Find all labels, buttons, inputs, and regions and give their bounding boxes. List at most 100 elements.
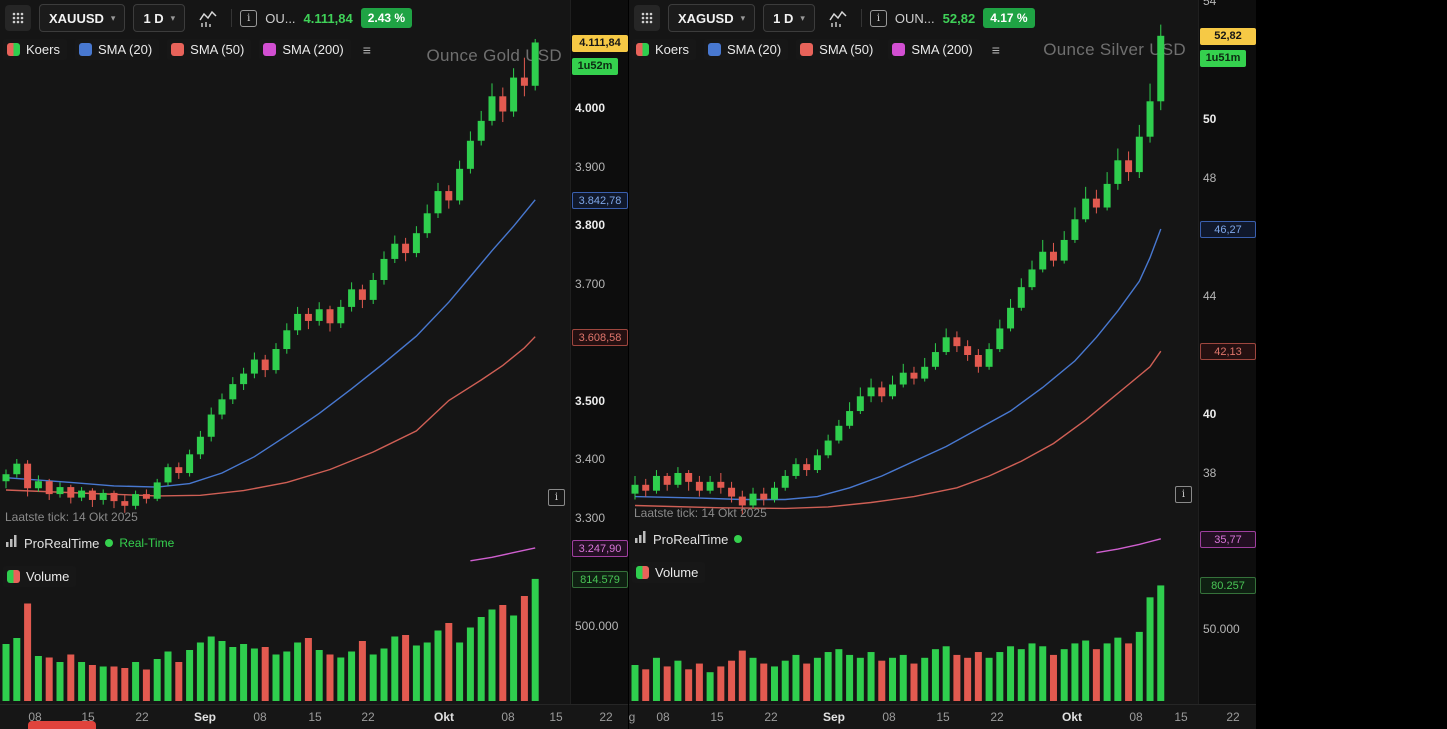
time-tick: 08: [28, 710, 42, 724]
volume-bar: [889, 657, 897, 701]
chart-pane-silver: Ounce Silver USD XAGUSD ▾ 1 D ▾ i OUN...…: [628, 0, 1256, 729]
volume-bar: [88, 665, 96, 701]
volume-bar: [642, 669, 650, 701]
candle-body: [510, 77, 518, 112]
chart-info-icon[interactable]: i: [548, 489, 565, 506]
candle-body: [520, 77, 528, 86]
symbol-select[interactable]: XAUUSD ▾: [39, 4, 126, 32]
candle-body: [1082, 198, 1090, 220]
axis-tick: 3.700: [575, 276, 606, 291]
volume-bar: [477, 617, 485, 701]
volume-bar: [240, 644, 248, 701]
volume-bar: [921, 657, 929, 701]
last-tick-label: Laatste tick: 14 Okt 2025: [5, 510, 138, 524]
volume-bar: [1114, 637, 1122, 701]
volume-bar: [348, 651, 356, 701]
candle-body: [663, 475, 671, 485]
last-tick-label: Laatste tick: 14 Okt 2025: [634, 506, 767, 520]
candle-body: [856, 396, 864, 412]
legend-item-koers[interactable]: Koers: [3, 39, 67, 60]
symbol-label: XAUUSD: [49, 10, 104, 26]
volume-legend[interactable]: Volume: [632, 562, 706, 583]
legend-label: SMA (20): [97, 42, 153, 57]
legend-item-sma50[interactable]: SMA (50): [796, 39, 881, 60]
volume-bar: [510, 615, 518, 701]
apps-grid-icon[interactable]: [634, 5, 660, 31]
chart-info-icon[interactable]: i: [1175, 486, 1192, 503]
time-axis[interactable]: 08 15 22 Sep 08 15 22 Okt 08 15 22: [0, 704, 628, 729]
indicator-list-icon[interactable]: ≡: [362, 41, 371, 58]
volume-bar: [488, 609, 496, 701]
candle-body: [67, 487, 75, 498]
candle-body: [781, 475, 789, 488]
chart-style-icon[interactable]: [193, 5, 223, 31]
time-tick: 08: [882, 710, 896, 724]
legend-item-sma20[interactable]: SMA (20): [703, 39, 789, 60]
volume-bar: [283, 651, 291, 701]
chart-style-icon[interactable]: [823, 5, 853, 31]
candle-body: [164, 467, 172, 483]
price-axis[interactable]: 54 50 48 44 40 38 50.000 52,82 1u51m 46,27 42,13 35…: [1198, 0, 1256, 704]
legend-item-sma20[interactable]: SMA (20): [74, 39, 160, 60]
sma200-line: [1096, 538, 1161, 554]
instrument-name: OUN...: [894, 10, 935, 26]
candle-body: [499, 96, 507, 112]
legend-item-koers[interactable]: Koers: [632, 39, 696, 60]
instrument-info-icon[interactable]: i: [869, 9, 887, 27]
chart-canvas[interactable]: [0, 0, 570, 704]
sma200-line: [470, 547, 536, 562]
volume-bar: [34, 656, 42, 701]
legend-label: Koers: [655, 42, 689, 57]
legend-item-sma200[interactable]: SMA (200): [259, 39, 351, 60]
time-tick: Okt: [1061, 710, 1083, 724]
symbol-select[interactable]: XAGUSD ▾: [668, 4, 756, 32]
price-axis[interactable]: 4.000 3.900 3.800 3.700 3.500 3.400 3.300 500.0…: [570, 0, 628, 704]
volume-bar: [685, 669, 693, 701]
timeframe-label: 1 D: [143, 10, 164, 26]
volume-bar: [985, 657, 993, 701]
legend-label: Koers: [26, 42, 60, 57]
volume-bar: [304, 638, 312, 701]
sma200-series-icon: [263, 43, 277, 56]
sma50-series-icon: [800, 43, 814, 56]
candle-body: [412, 233, 420, 254]
chart-canvas[interactable]: [629, 0, 1198, 704]
indicator-list-icon[interactable]: ≡: [991, 41, 1000, 58]
legend-item-sma200[interactable]: SMA (200): [888, 39, 980, 60]
volume-legend[interactable]: Volume: [3, 566, 77, 587]
timeframe-select[interactable]: 1 D ▾: [133, 4, 186, 32]
candle-body: [738, 496, 746, 506]
candle-body: [931, 352, 939, 367]
candle-body: [1125, 160, 1133, 173]
axis-badge-time: 1u51m: [1200, 50, 1246, 67]
toolbar-separator: [860, 9, 862, 27]
legend-item-sma50[interactable]: SMA (50): [167, 39, 252, 60]
candle-body: [466, 140, 474, 169]
volume-bar: [520, 596, 528, 701]
timeframe-select[interactable]: 1 D ▾: [763, 4, 815, 32]
time-axis[interactable]: g 08 15 22 Sep 08 15 22 Okt 08 15 22: [629, 704, 1256, 729]
instrument-name: OU...: [265, 10, 296, 26]
chart-toolbar: XAUUSD ▾ 1 D ▾ i OU... 4.111,84 2.43 %: [0, 0, 417, 36]
volume-bar: [1157, 585, 1165, 701]
axis-badge-vol: 814.579: [572, 570, 628, 588]
candle-body: [1060, 239, 1068, 261]
volume-series-icon: [7, 570, 20, 583]
candle-body: [456, 168, 464, 201]
instrument-info-icon[interactable]: i: [240, 9, 258, 27]
volume-bar: [391, 636, 399, 701]
volume-bar: [1103, 643, 1111, 701]
volume-bar: [953, 654, 961, 701]
axis-tick: 48: [1203, 171, 1217, 185]
price-series-icon: [7, 43, 20, 56]
prorealtime-logo-icon: [634, 530, 647, 548]
volume-bar: [24, 603, 32, 701]
volume-bar: [121, 668, 129, 701]
bottom-notification-badge[interactable]: [28, 721, 96, 729]
volume-bar: [466, 627, 474, 701]
volume-bar: [899, 654, 907, 701]
candle-body: [261, 359, 269, 371]
volume-bar: [1082, 640, 1090, 701]
apps-grid-icon[interactable]: [5, 5, 31, 31]
candle-body: [749, 493, 757, 506]
